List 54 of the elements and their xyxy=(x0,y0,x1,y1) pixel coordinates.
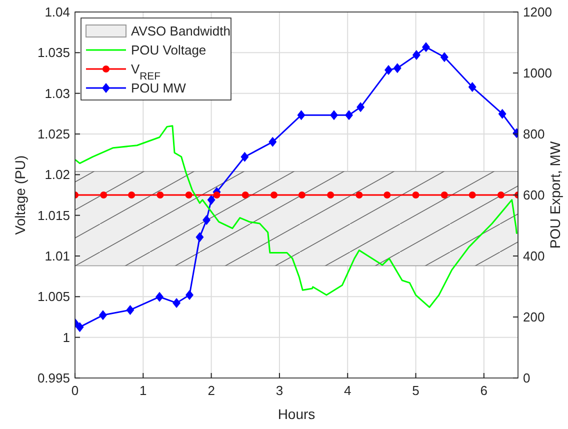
y-tick-label: 1.02 xyxy=(44,167,70,182)
point xyxy=(330,110,338,120)
point xyxy=(240,152,249,162)
x-tick-label: 6 xyxy=(480,383,488,398)
legend-label: POU Voltage xyxy=(131,42,206,58)
point xyxy=(172,298,181,308)
x-tick-label: 4 xyxy=(344,383,352,398)
x-tick-label: 1 xyxy=(140,383,147,398)
y2-tick-label: 200 xyxy=(523,310,545,324)
point xyxy=(98,310,107,320)
x-tick-label: 5 xyxy=(412,383,420,398)
y-tick-label: 1.04 xyxy=(44,4,70,20)
point xyxy=(76,322,84,332)
point xyxy=(196,232,204,242)
y-tick-label: 1 xyxy=(62,330,70,345)
x-tick-label: 0 xyxy=(71,383,79,398)
point xyxy=(356,102,365,112)
y2-tick-label: 400 xyxy=(523,248,545,264)
y-tick-label: 1.01 xyxy=(44,248,70,264)
y-tick-label: 0.995 xyxy=(37,370,70,386)
legend-label: POU MW xyxy=(131,80,187,96)
point xyxy=(268,136,277,147)
point xyxy=(202,215,211,226)
point xyxy=(498,108,506,119)
y-tick-label: 1.015 xyxy=(37,208,70,223)
point xyxy=(297,110,306,120)
legend-label: AVSO Bandwidth xyxy=(131,24,230,38)
point xyxy=(156,292,164,302)
point xyxy=(384,64,393,75)
point xyxy=(207,194,216,205)
y-tick-label: 1.025 xyxy=(37,126,70,142)
y2-axis-title: POU Export, MW xyxy=(547,140,563,249)
y-axis-title: Voltage (PU) xyxy=(12,155,28,235)
x-axis-title: Hours xyxy=(278,406,316,422)
y2-tick-label: 800 xyxy=(523,126,545,142)
x-tick-label: 2 xyxy=(208,383,215,398)
point xyxy=(393,63,402,74)
x-tick-label: 3 xyxy=(276,383,284,398)
point xyxy=(440,52,448,62)
point xyxy=(344,110,353,120)
y-tick-label: 1.035 xyxy=(37,45,70,60)
y-tick-label: 1.03 xyxy=(44,86,70,101)
y2-tick-label: 0 xyxy=(523,370,530,386)
y2-tick-label: 600 xyxy=(523,188,545,202)
y2-tick-label: 1200 xyxy=(523,4,552,20)
y2-tick-label: 1000 xyxy=(523,66,552,80)
point xyxy=(422,42,430,52)
point xyxy=(412,50,420,60)
legend-label: V$_{REF}$ xyxy=(131,62,160,82)
point xyxy=(126,304,134,315)
line-series xyxy=(75,125,518,308)
point xyxy=(468,82,476,92)
point xyxy=(186,290,194,300)
y-tick-label: 1.005 xyxy=(37,289,70,304)
